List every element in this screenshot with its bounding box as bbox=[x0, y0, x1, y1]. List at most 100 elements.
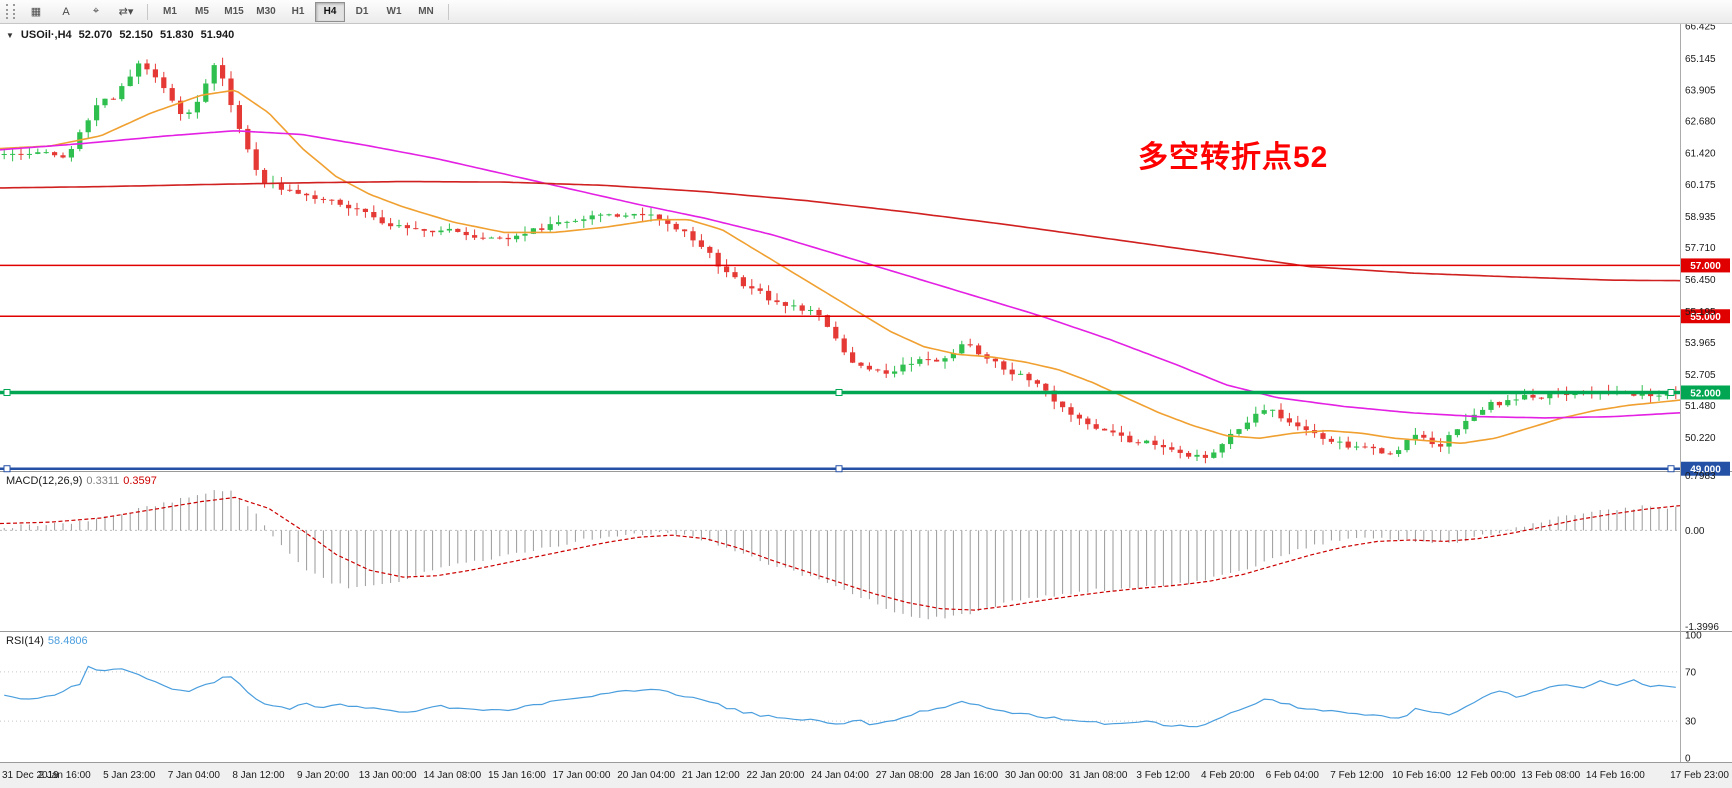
hline-55.000[interactable]: 55.000 bbox=[0, 309, 1730, 324]
ma-mid-line bbox=[0, 130, 1681, 419]
timeframe-h4[interactable]: H4 bbox=[315, 1, 345, 22]
timeframe-mn[interactable]: MN bbox=[418, 6, 434, 17]
svg-text:58.935: 58.935 bbox=[1685, 212, 1716, 223]
svg-text:52.705: 52.705 bbox=[1685, 370, 1716, 381]
line-handle[interactable] bbox=[835, 388, 843, 396]
line-handle[interactable] bbox=[3, 388, 11, 396]
svg-text:21 Jan 12:00: 21 Jan 12:00 bbox=[682, 770, 740, 781]
svg-text:22 Jan 20:00: 22 Jan 20:00 bbox=[746, 770, 804, 781]
svg-text:24 Jan 04:00: 24 Jan 04:00 bbox=[811, 770, 869, 781]
time-axis-background bbox=[0, 762, 1732, 788]
toolbar: ▦ A ⌖ ⇄▾ M1 M5 M15 M30 H1 H4 D1 W1 MN bbox=[0, 0, 1732, 24]
svg-text:31 Dec 2019: 31 Dec 2019 bbox=[2, 770, 59, 781]
svg-text:17 Feb 23:00: 17 Feb 23:00 bbox=[1670, 770, 1729, 781]
line-handle[interactable] bbox=[1667, 388, 1675, 396]
toolbar-separator bbox=[147, 3, 148, 20]
toolbar-drag-handle[interactable] bbox=[6, 4, 15, 19]
rsi-axis: 100 70 30 0 bbox=[1685, 631, 1702, 765]
price-tag-57.000 bbox=[1681, 258, 1730, 273]
svg-text:7 Jan 04:00: 7 Jan 04:00 bbox=[168, 770, 221, 781]
hline-57.000[interactable]: 57.000 bbox=[0, 258, 1730, 273]
svg-text:31 Jan 08:00: 31 Jan 08:00 bbox=[1070, 770, 1128, 781]
svg-text:2 Jan 16:00: 2 Jan 16:00 bbox=[38, 770, 91, 781]
svg-text:6 Feb 04:00: 6 Feb 04:00 bbox=[1266, 770, 1320, 781]
price-tag-55.000 bbox=[1681, 309, 1730, 324]
svg-text:15 Jan 16:00: 15 Jan 16:00 bbox=[488, 770, 546, 781]
chart-canvas[interactable]: 57.000 55.000 52.000 49.000 66.425 65.145 63.9… bbox=[0, 24, 1732, 788]
chart-title: ▼ USOil·,H4 52.070 52.150 51.830 51.940 bbox=[6, 29, 234, 41]
svg-text:30: 30 bbox=[1685, 717, 1697, 728]
svg-text:13 Jan 00:00: 13 Jan 00:00 bbox=[359, 770, 417, 781]
rsi-line bbox=[4, 665, 1676, 728]
timeframe-h1[interactable]: H1 bbox=[291, 6, 305, 17]
price-tag-49.000 bbox=[1681, 461, 1730, 476]
svg-text:55.195: 55.195 bbox=[1685, 307, 1716, 318]
timeframe-m5[interactable]: M5 bbox=[195, 6, 209, 17]
svg-text:5 Jan 23:00: 5 Jan 23:00 bbox=[103, 770, 156, 781]
svg-text:0.7983: 0.7983 bbox=[1685, 471, 1716, 482]
svg-text:100: 100 bbox=[1685, 631, 1702, 642]
ohlc-open: 52.070 bbox=[78, 29, 113, 41]
svg-text:50.220: 50.220 bbox=[1685, 433, 1716, 444]
svg-text:53.965: 53.965 bbox=[1685, 338, 1716, 349]
timeframe-w1[interactable]: W1 bbox=[386, 6, 402, 17]
symbol-period-label: USOil·,H4 bbox=[20, 29, 72, 41]
rsi-name: RSI(14) bbox=[6, 635, 44, 647]
macd-value: 0.3311 bbox=[86, 475, 120, 487]
svg-text:61.420: 61.420 bbox=[1685, 149, 1716, 160]
svg-text:51.480: 51.480 bbox=[1685, 401, 1716, 412]
svg-text:63.905: 63.905 bbox=[1685, 85, 1716, 96]
timeframe-m1[interactable]: M1 bbox=[163, 6, 177, 17]
price-axis: 66.425 65.145 63.905 62.680 61.420 60.175 58.9… bbox=[1685, 24, 1716, 444]
chart-background bbox=[0, 24, 1732, 788]
svg-text:4 Feb 20:00: 4 Feb 20:00 bbox=[1201, 770, 1255, 781]
svg-text:52.000: 52.000 bbox=[1690, 388, 1721, 399]
svg-text:7 Feb 12:00: 7 Feb 12:00 bbox=[1330, 770, 1384, 781]
crosshair-icon[interactable]: ⌖ bbox=[92, 5, 100, 17]
line-handle[interactable] bbox=[835, 465, 843, 473]
svg-text:65.145: 65.145 bbox=[1685, 54, 1716, 65]
svg-text:62.680: 62.680 bbox=[1685, 117, 1716, 128]
svg-text:57.000: 57.000 bbox=[1690, 261, 1721, 272]
svg-text:70: 70 bbox=[1685, 667, 1697, 678]
collapse-triangle-icon[interactable]: ▼ bbox=[6, 30, 14, 40]
timeframe-buttons: M1 M5 M15 M30 H1 H4 D1 W1 MN bbox=[154, 1, 442, 22]
svg-text:17 Jan 00:00: 17 Jan 00:00 bbox=[553, 770, 611, 781]
svg-text:30 Jan 00:00: 30 Jan 00:00 bbox=[1005, 770, 1063, 781]
hline-52.000[interactable]: 52.000 bbox=[0, 385, 1730, 400]
macd-name: MACD(12,26,9) bbox=[6, 475, 83, 487]
svg-text:12 Feb 00:00: 12 Feb 00:00 bbox=[1457, 770, 1516, 781]
timeframe-m30[interactable]: M30 bbox=[256, 6, 276, 17]
svg-text:56.450: 56.450 bbox=[1685, 275, 1716, 286]
rsi-indicator-label: RSI(14) 58.4806 bbox=[6, 635, 88, 647]
cursor-label-icon[interactable]: A bbox=[62, 5, 70, 18]
chart-window-icon[interactable]: ▦ bbox=[30, 6, 42, 18]
svg-text:27 Jan 08:00: 27 Jan 08:00 bbox=[876, 770, 934, 781]
svg-text:-1.3996: -1.3996 bbox=[1685, 622, 1719, 633]
svg-text:0.00: 0.00 bbox=[1685, 526, 1705, 537]
timeframe-m15[interactable]: M15 bbox=[224, 6, 244, 17]
macd-axis: 0.7983 0.00 -1.3996 bbox=[1685, 471, 1719, 633]
svg-text:28 Jan 16:00: 28 Jan 16:00 bbox=[940, 770, 998, 781]
svg-text:9 Jan 20:00: 9 Jan 20:00 bbox=[297, 770, 350, 781]
timeframe-d1[interactable]: D1 bbox=[355, 6, 369, 17]
ohlc-low: 51.830 bbox=[159, 29, 194, 41]
macd-indicator-label: MACD(12,26,9) 0.3311 0.3597 bbox=[6, 475, 157, 487]
svg-text:55.000: 55.000 bbox=[1690, 312, 1721, 323]
svg-text:3 Feb 12:00: 3 Feb 12:00 bbox=[1136, 770, 1190, 781]
svg-text:13 Feb 08:00: 13 Feb 08:00 bbox=[1521, 770, 1580, 781]
objects-dropdown-icon[interactable]: ⇄▾ bbox=[118, 6, 134, 18]
hline-49.000[interactable]: 49.000 bbox=[0, 461, 1730, 476]
svg-text:20 Jan 04:00: 20 Jan 04:00 bbox=[617, 770, 675, 781]
text-annotation[interactable]: 多空转折点52 bbox=[1138, 141, 1329, 174]
line-handle[interactable] bbox=[1667, 465, 1675, 473]
toolbar-icons: ▦ A ⌖ ⇄▾ bbox=[21, 2, 141, 22]
svg-text:57.710: 57.710 bbox=[1685, 243, 1716, 254]
price-tag-52.000 bbox=[1681, 385, 1730, 400]
macd-signal-value: 0.3597 bbox=[123, 475, 157, 487]
line-handle[interactable] bbox=[3, 465, 11, 473]
ma-slow-line bbox=[0, 180, 1681, 282]
svg-text:14 Feb 16:00: 14 Feb 16:00 bbox=[1586, 770, 1645, 781]
